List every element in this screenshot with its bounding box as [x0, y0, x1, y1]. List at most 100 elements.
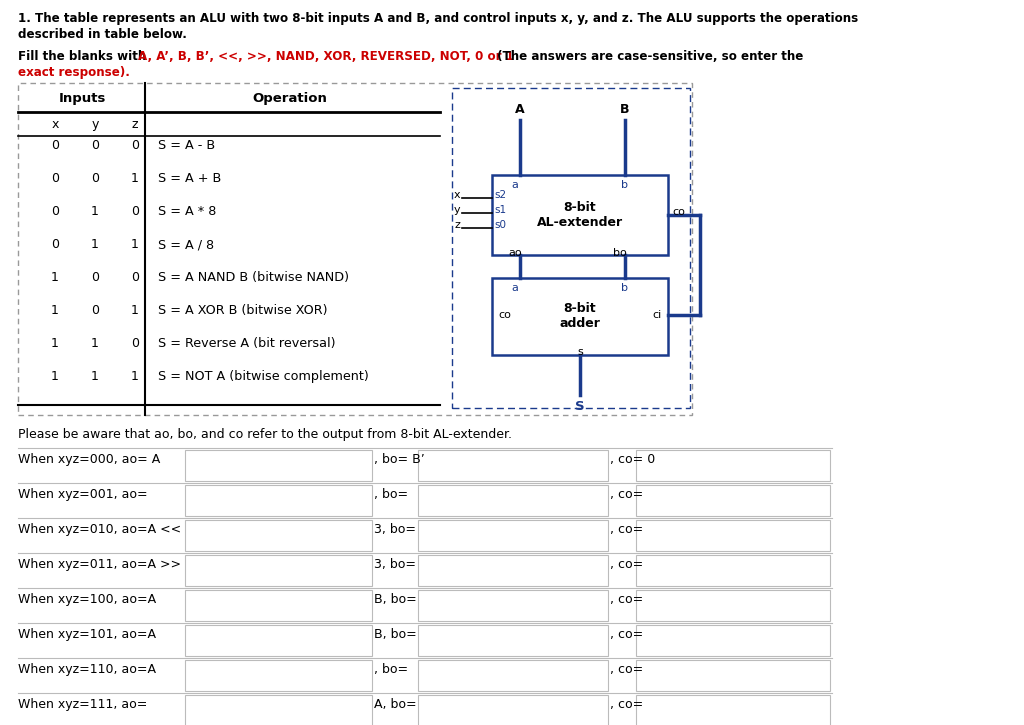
Bar — [636, 590, 830, 621]
Text: 0: 0 — [51, 205, 59, 218]
Text: , co=: , co= — [610, 558, 643, 571]
Text: When xyz=110, ao=A: When xyz=110, ao=A — [18, 663, 156, 676]
Text: z: z — [454, 220, 460, 230]
Text: , co=: , co= — [610, 663, 643, 676]
Text: 1: 1 — [131, 370, 139, 383]
Bar — [452, 88, 690, 408]
Text: , bo= B’: , bo= B’ — [374, 453, 425, 466]
Text: 3, bo=: 3, bo= — [374, 558, 416, 571]
Bar — [636, 555, 830, 586]
Bar — [636, 450, 830, 481]
Text: Inputs: Inputs — [58, 92, 105, 105]
Bar — [418, 625, 608, 656]
Text: 8-bit: 8-bit — [563, 201, 596, 213]
Bar — [185, 625, 372, 656]
Bar — [636, 625, 830, 656]
Text: , co=: , co= — [610, 698, 643, 711]
Text: x: x — [454, 190, 460, 200]
Bar — [185, 485, 372, 516]
Text: S = Reverse A (bit reversal): S = Reverse A (bit reversal) — [158, 337, 336, 350]
Text: 0: 0 — [51, 238, 59, 251]
Bar — [185, 590, 372, 621]
Bar — [636, 485, 830, 516]
Text: described in table below.: described in table below. — [18, 28, 186, 41]
Bar — [636, 520, 830, 551]
Text: 1: 1 — [51, 337, 59, 350]
Bar — [418, 520, 608, 551]
Text: 1: 1 — [91, 337, 99, 350]
Bar — [185, 555, 372, 586]
Text: 0: 0 — [131, 337, 139, 350]
Text: 0: 0 — [131, 139, 139, 152]
Text: a: a — [512, 180, 518, 190]
Text: When xyz=101, ao=A: When xyz=101, ao=A — [18, 628, 156, 641]
Text: When xyz=100, ao=A: When xyz=100, ao=A — [18, 593, 156, 606]
Text: S = A * 8: S = A * 8 — [158, 205, 216, 218]
Text: 0: 0 — [131, 271, 139, 284]
Text: adder: adder — [559, 317, 600, 329]
Text: (The answers are case-sensitive, so enter the: (The answers are case-sensitive, so ente… — [493, 50, 804, 63]
Text: ao: ao — [508, 248, 522, 258]
Text: , bo=: , bo= — [374, 663, 409, 676]
Bar — [185, 695, 372, 725]
Text: s0: s0 — [494, 220, 506, 230]
Text: Operation: Operation — [253, 92, 328, 105]
Text: s1: s1 — [494, 205, 506, 215]
Text: 0: 0 — [91, 271, 99, 284]
Text: exact response).: exact response). — [18, 66, 130, 79]
Bar — [18, 83, 692, 415]
Text: B: B — [621, 103, 630, 116]
Text: b: b — [622, 283, 629, 293]
Text: S = A + B: S = A + B — [158, 172, 221, 185]
Text: 0: 0 — [131, 205, 139, 218]
Text: Please be aware that ao, bo, and co refer to the output from 8-bit AL-extender.: Please be aware that ao, bo, and co refe… — [18, 428, 512, 441]
Text: 0: 0 — [91, 304, 99, 317]
Text: ci: ci — [652, 310, 662, 320]
Bar — [492, 278, 668, 355]
Text: b: b — [622, 180, 629, 190]
Bar — [185, 520, 372, 551]
Text: 0: 0 — [91, 139, 99, 152]
Text: A: A — [515, 103, 525, 116]
Text: 0: 0 — [51, 172, 59, 185]
Text: 1: 1 — [91, 205, 99, 218]
Text: co: co — [672, 207, 685, 217]
Text: s2: s2 — [494, 190, 506, 200]
Text: co: co — [498, 310, 511, 320]
Text: When xyz=000, ao= A: When xyz=000, ao= A — [18, 453, 160, 466]
Bar — [418, 450, 608, 481]
Text: S = A / 8: S = A / 8 — [158, 238, 214, 251]
Text: A, A’, B, B’, <<, >>, NAND, XOR, REVERSED, NOT, 0 or 1: A, A’, B, B’, <<, >>, NAND, XOR, REVERSE… — [138, 50, 514, 63]
Text: 8-bit: 8-bit — [563, 302, 596, 315]
Text: s: s — [578, 347, 583, 357]
Text: , co=: , co= — [610, 523, 643, 536]
Bar — [636, 660, 830, 691]
Text: , co=: , co= — [610, 628, 643, 641]
Text: bo: bo — [613, 248, 627, 258]
Text: S = A - B: S = A - B — [158, 139, 215, 152]
Text: 1: 1 — [131, 172, 139, 185]
Text: 0: 0 — [91, 172, 99, 185]
Text: S: S — [575, 400, 585, 413]
Text: B, bo=: B, bo= — [374, 593, 417, 606]
Bar — [418, 590, 608, 621]
Text: S = A XOR B (bitwise XOR): S = A XOR B (bitwise XOR) — [158, 304, 328, 317]
Text: 1: 1 — [51, 370, 59, 383]
Text: 1: 1 — [91, 238, 99, 251]
Text: 1: 1 — [51, 271, 59, 284]
Text: , co= 0: , co= 0 — [610, 453, 655, 466]
Bar — [418, 485, 608, 516]
Text: , co=: , co= — [610, 593, 643, 606]
Text: y: y — [454, 205, 460, 215]
Text: 1. The table represents an ALU with two 8-bit inputs A and B, and control inputs: 1. The table represents an ALU with two … — [18, 12, 858, 25]
Text: When xyz=001, ao=: When xyz=001, ao= — [18, 488, 147, 501]
Bar — [185, 450, 372, 481]
Text: z: z — [132, 118, 138, 131]
Text: 1: 1 — [91, 370, 99, 383]
Text: S = NOT A (bitwise complement): S = NOT A (bitwise complement) — [158, 370, 369, 383]
Text: S = A NAND B (bitwise NAND): S = A NAND B (bitwise NAND) — [158, 271, 349, 284]
Text: , co=: , co= — [610, 488, 643, 501]
Text: a: a — [512, 283, 518, 293]
Text: x: x — [51, 118, 58, 131]
Bar — [636, 695, 830, 725]
